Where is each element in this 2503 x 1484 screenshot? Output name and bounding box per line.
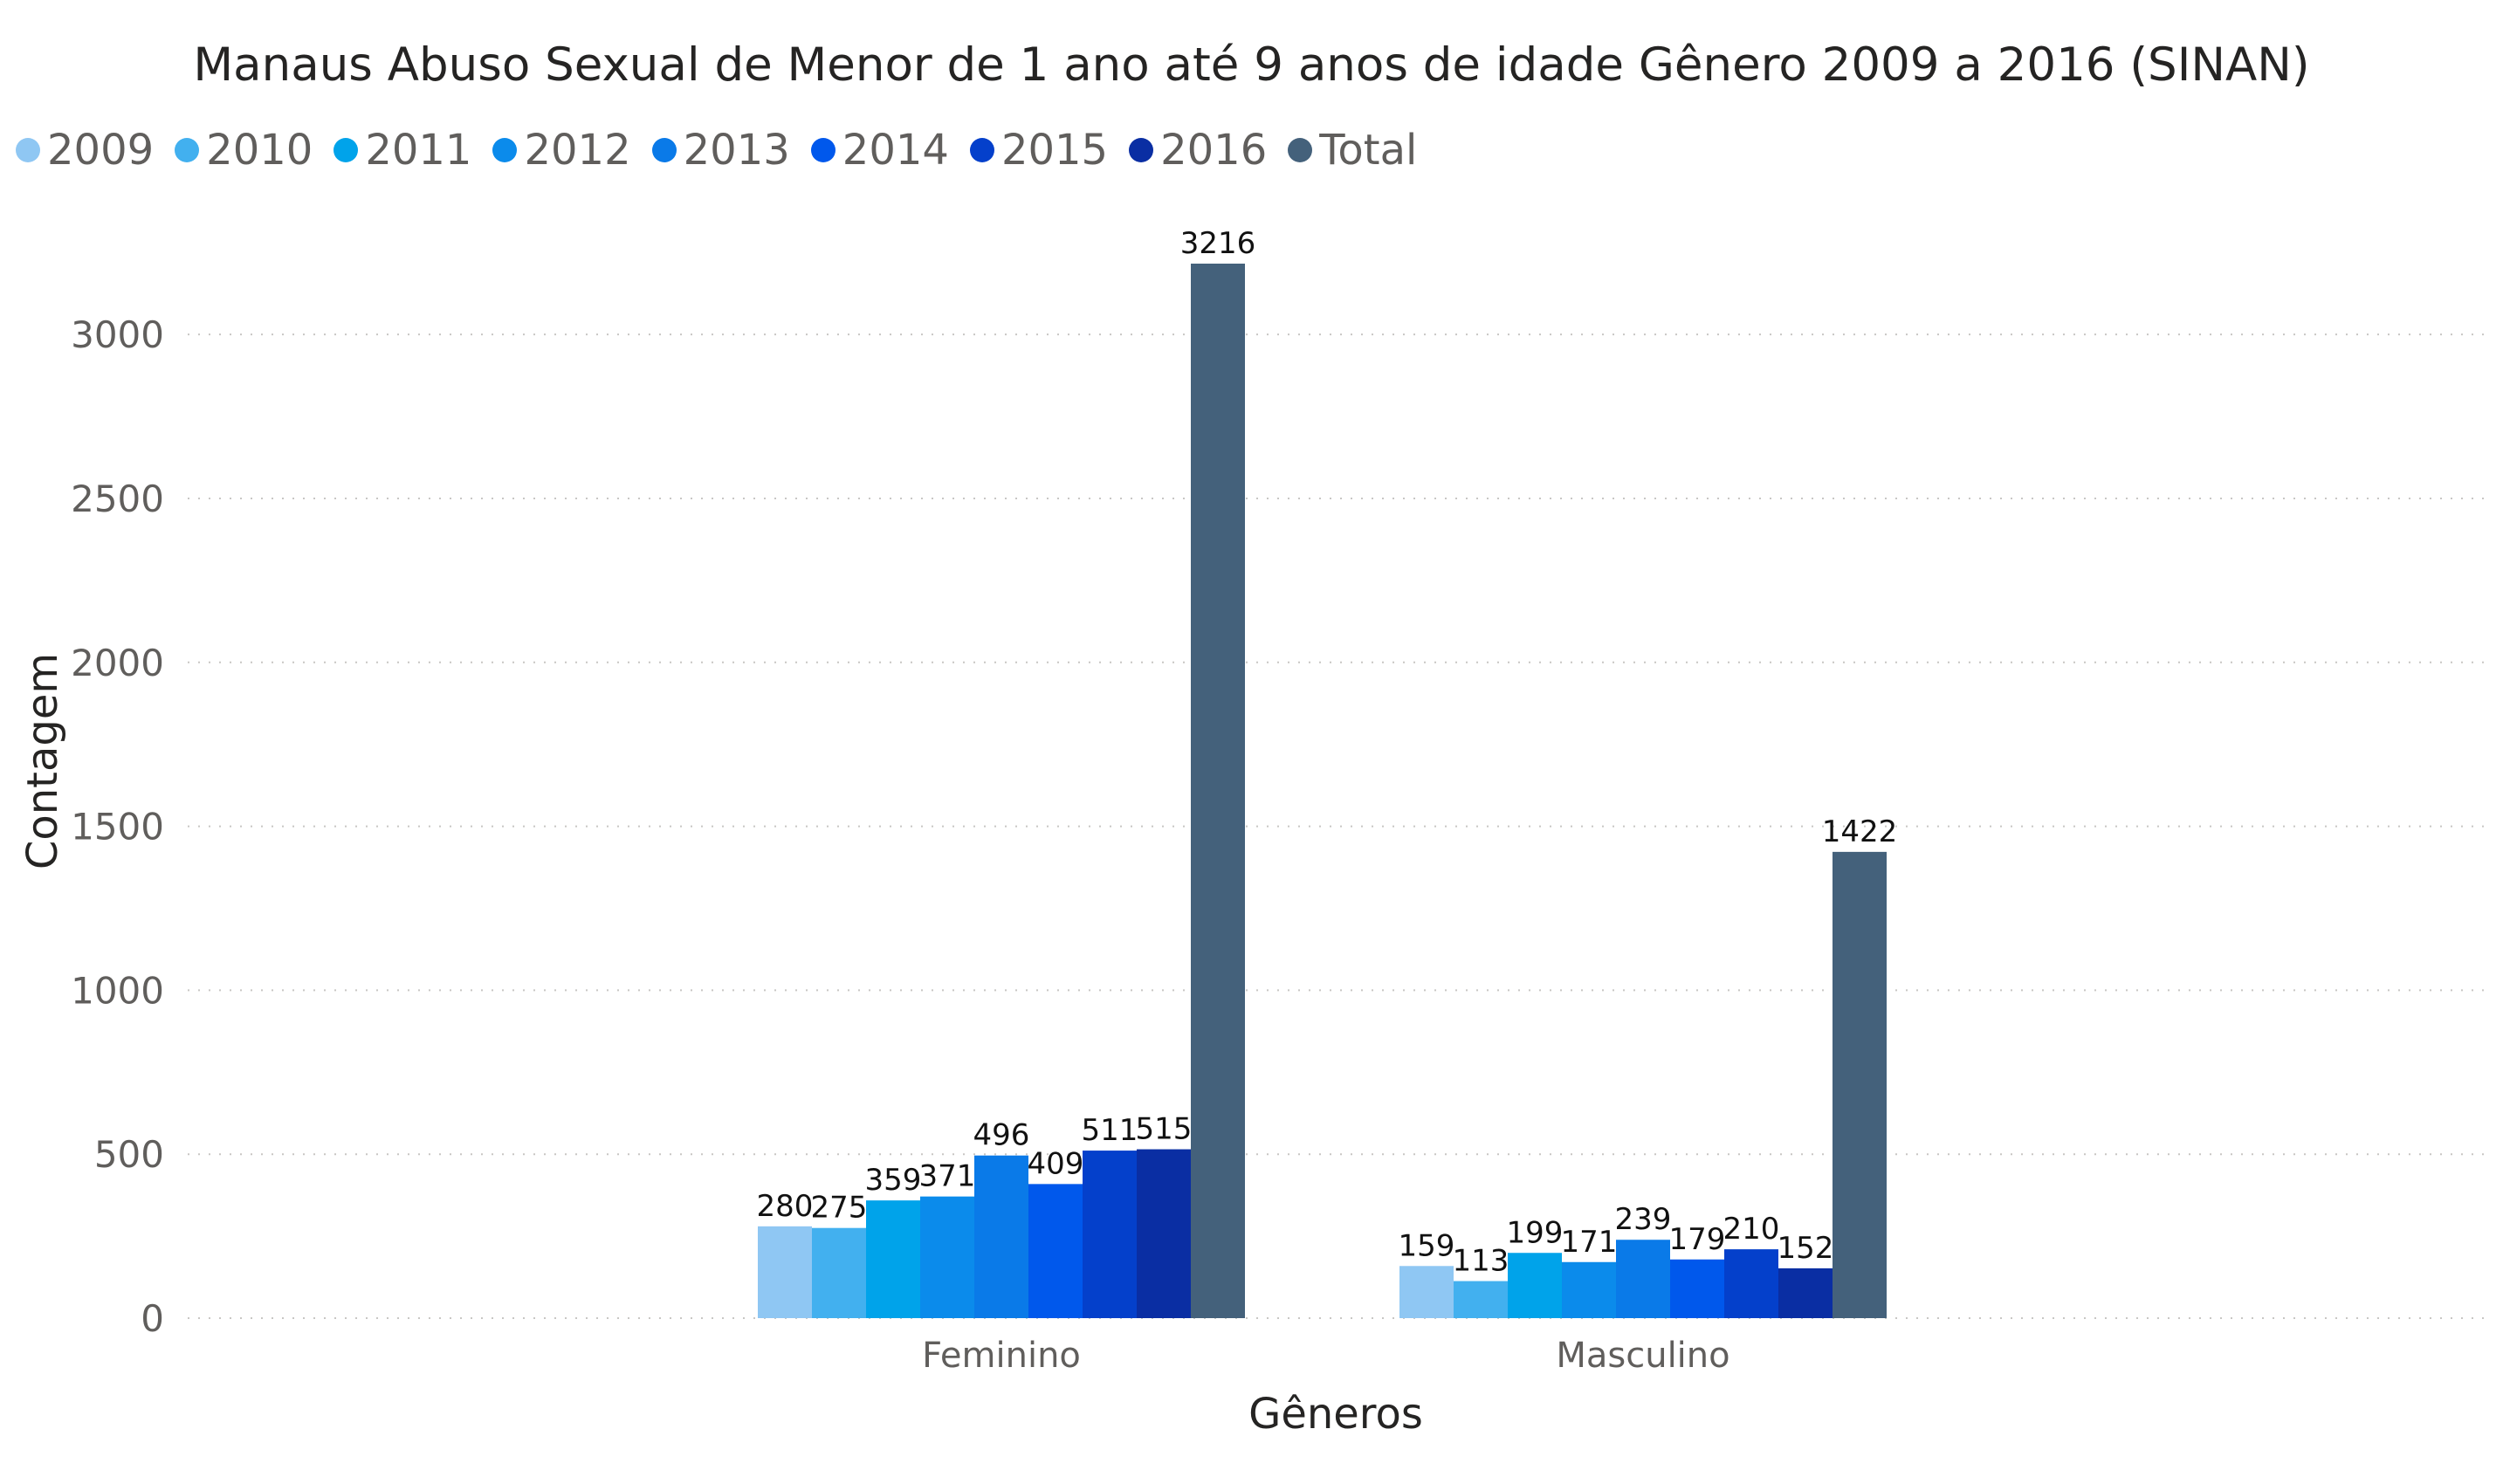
- legend-label: 2013: [683, 126, 790, 175]
- legend-label: 2014: [842, 126, 949, 175]
- bar-masculino-2012[interactable]: [1562, 1261, 1616, 1318]
- legend-item-2016[interactable]: 2016: [1129, 126, 1267, 175]
- y-tick-label-1000: 1000: [71, 969, 164, 1012]
- y-tick-label-2500: 2500: [71, 477, 164, 520]
- x-tick-label-feminino: Feminino: [922, 1336, 1081, 1376]
- bar-feminino-2012[interactable]: [920, 1196, 974, 1318]
- data-label-masculino-2009: 159: [1399, 1228, 1455, 1263]
- y-tick-label-3000: 3000: [71, 313, 164, 356]
- legend-swatch: [334, 138, 359, 162]
- bar-masculino-total[interactable]: [1833, 851, 1887, 1318]
- legend-swatch: [810, 138, 835, 162]
- legend-item-2012[interactable]: 2012: [492, 126, 631, 175]
- legend-swatch: [969, 138, 994, 162]
- y-tick-label-1500: 1500: [71, 806, 164, 848]
- legend-item-2010[interactable]: 2010: [175, 126, 313, 175]
- legend-swatch: [1129, 138, 1154, 162]
- bar-masculino-2009[interactable]: [1399, 1266, 1454, 1318]
- legend-label: 2011: [365, 126, 472, 175]
- bar-masculino-2011[interactable]: [1508, 1253, 1562, 1318]
- bar-feminino-2011[interactable]: [866, 1200, 920, 1318]
- bar-masculino-2014[interactable]: [1670, 1259, 1724, 1318]
- legend-swatch: [1288, 138, 1313, 162]
- bar-masculino-2016[interactable]: [1778, 1268, 1833, 1318]
- data-label-masculino-2013: 239: [1615, 1202, 1672, 1237]
- legend-swatch: [16, 138, 40, 162]
- legend-item-2011[interactable]: 2011: [334, 126, 471, 175]
- data-label-feminino-2013: 496: [973, 1118, 1030, 1153]
- x-axis-categories: Feminino Masculino: [922, 1336, 1730, 1376]
- legend: 2009 2010 2011 2012 2013 2014 2015 2016 Total: [16, 122, 1438, 178]
- data-label-feminino-2010: 275: [811, 1191, 868, 1226]
- x-tick-label-masculino: Masculino: [1556, 1336, 1729, 1376]
- legend-swatch: [651, 138, 677, 162]
- chart-title: Manaus Abuso Sexual de Menor de 1 ano at…: [193, 38, 2310, 92]
- legend-item-2009[interactable]: 2009: [16, 126, 154, 175]
- bar-feminino-2016[interactable]: [1137, 1149, 1191, 1318]
- data-label-masculino-2014: 179: [1669, 1222, 1726, 1257]
- data-label-feminino-2011: 359: [865, 1163, 922, 1198]
- data-label-masculino-2011: 199: [1507, 1215, 1564, 1250]
- bars: [758, 264, 1887, 1318]
- legend-item-2014[interactable]: 2014: [810, 126, 949, 175]
- y-tick-label-500: 500: [94, 1133, 164, 1176]
- legend-label: 2015: [1001, 126, 1109, 175]
- legend-swatch: [492, 138, 518, 162]
- bar-feminino-2010[interactable]: [812, 1227, 866, 1318]
- data-label-masculino-2012: 171: [1561, 1225, 1618, 1260]
- legend-label: 2016: [1160, 126, 1268, 175]
- bar-masculino-2013[interactable]: [1616, 1240, 1670, 1318]
- data-label-feminino-2012: 371: [919, 1159, 976, 1194]
- data-label-masculino-2015: 210: [1723, 1212, 1780, 1247]
- y-axis-title: Contagem: [18, 653, 67, 869]
- legend-label: Total: [1319, 126, 1418, 175]
- data-label-feminino-2009: 280: [757, 1189, 814, 1224]
- bar-feminino-total[interactable]: [1191, 264, 1245, 1318]
- data-label-masculino-total: 1422: [1822, 814, 1898, 849]
- data-label-masculino-2016: 152: [1778, 1231, 1834, 1266]
- legend-label: 2010: [206, 126, 313, 175]
- data-label-masculino-2010: 113: [1453, 1244, 1509, 1279]
- y-axis-ticks: 0 500 1000 1500 2000 2500 3000: [71, 313, 164, 1340]
- bar-masculino-2010[interactable]: [1454, 1281, 1508, 1318]
- data-label-feminino-total: 3216: [1180, 226, 1256, 261]
- gridlines: [188, 333, 2488, 1319]
- data-label-feminino-2014: 409: [1028, 1146, 1084, 1181]
- data-label-feminino-2015: 511: [1082, 1113, 1138, 1148]
- legend-item-total[interactable]: Total: [1288, 126, 1417, 175]
- data-label-feminino-2016: 515: [1136, 1112, 1193, 1147]
- bar-masculino-2015[interactable]: [1724, 1249, 1778, 1318]
- y-tick-label-0: 0: [141, 1297, 164, 1340]
- y-tick-label-2000: 2000: [71, 642, 164, 684]
- bar-feminino-2014[interactable]: [1028, 1184, 1083, 1318]
- legend-label: 2009: [47, 126, 155, 175]
- legend-swatch: [175, 138, 200, 162]
- legend-item-2015[interactable]: 2015: [969, 126, 1109, 175]
- legend-item-2013[interactable]: 2013: [651, 126, 790, 175]
- bar-feminino-2013[interactable]: [974, 1155, 1028, 1318]
- legend-label: 2012: [524, 126, 631, 175]
- bar-feminino-2009[interactable]: [758, 1226, 812, 1318]
- x-axis-title: Gêneros: [1248, 1390, 1423, 1439]
- bar-feminino-2015[interactable]: [1083, 1151, 1137, 1318]
